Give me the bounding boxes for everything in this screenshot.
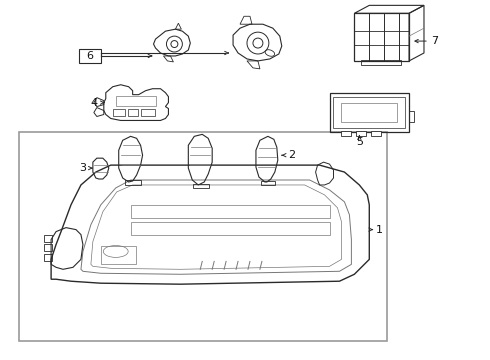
Text: 4: 4 [90,98,98,108]
Bar [113,109,124,117]
Bar [342,103,397,122]
Bar [409,111,414,122]
Bar [342,131,351,136]
Bar [79,49,101,63]
Bar [356,131,367,136]
Text: 2: 2 [288,150,295,160]
Bar [329,93,409,132]
Bar [124,180,141,185]
Text: 5: 5 [356,137,363,147]
Text: 6: 6 [86,51,94,61]
Bar [193,184,209,188]
Bar [44,255,52,261]
Bar [261,181,275,185]
Bar [361,60,401,65]
Bar [371,131,381,136]
Bar [19,132,387,341]
Bar [354,13,409,61]
Text: 1: 1 [376,225,383,235]
Bar [44,244,52,251]
Text: 7: 7 [431,36,439,46]
Bar [334,96,405,129]
Text: 3: 3 [79,163,86,173]
Bar [44,235,52,242]
Bar [101,247,136,264]
Bar [116,96,155,105]
Bar [141,109,154,117]
Bar [128,109,138,117]
